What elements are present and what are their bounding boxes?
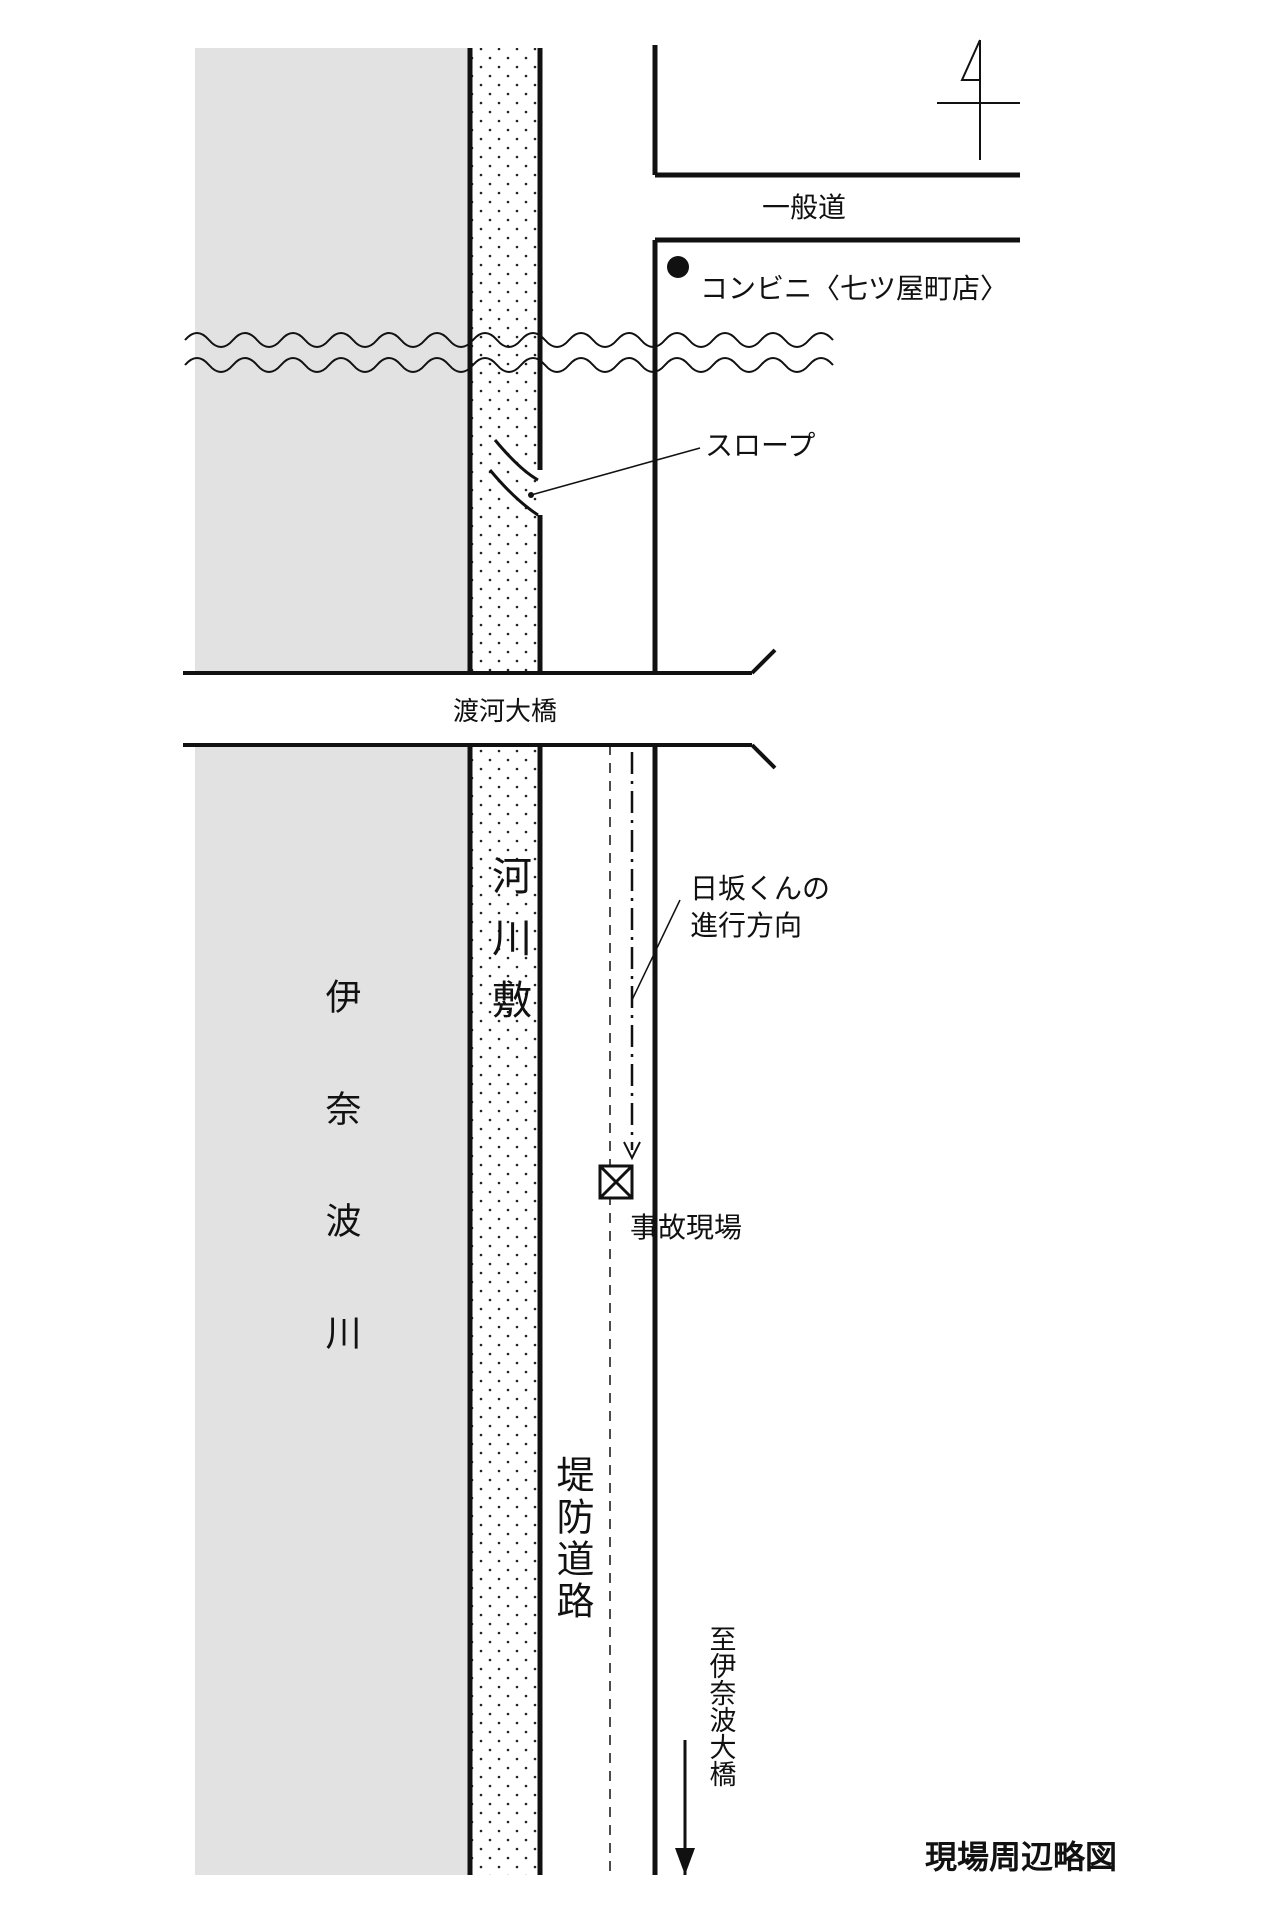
riverbed-area-south [470,745,540,1875]
break-line-upper [184,332,834,348]
south-arrow-head [675,1848,695,1875]
to-bridge-label: 至伊奈波大橋 [705,1625,737,1787]
riverbed-area-north [470,48,540,673]
riverbed-label: 河川敷 [485,855,531,1041]
river-label: 伊奈波川 [320,978,362,1426]
general-road-label: 一般道 [762,191,846,224]
boxed-x-icon [598,1164,634,1200]
north-arrow-icon [937,39,1020,160]
direction-label-line1: 日坂くんの [690,872,830,905]
break-line-lower [184,357,834,373]
map-title: 現場周辺略図 [925,1838,1117,1876]
slope-leader-line [530,447,701,496]
river-area-south [195,745,470,1875]
embankment-road-label: 堤防道路 [550,1455,594,1623]
accident-site-label: 事故現場 [630,1211,742,1244]
direction-label-line2: 進行方向 [690,909,802,942]
bridge-label: 渡河大橋 [453,697,557,727]
filled-circle-icon [667,256,689,278]
bridge-flare-north [750,648,777,675]
travel-direction-arrowhead [623,1141,641,1161]
bridge-flare-south [750,743,777,770]
slope-lower-line [488,469,539,517]
direction-leader-line [631,899,681,1001]
convenience-store-label: コンビニ〈七ツ屋町店〉 [700,272,1008,305]
slope-label: スロープ [705,429,815,462]
slope-upper-line [493,439,539,482]
